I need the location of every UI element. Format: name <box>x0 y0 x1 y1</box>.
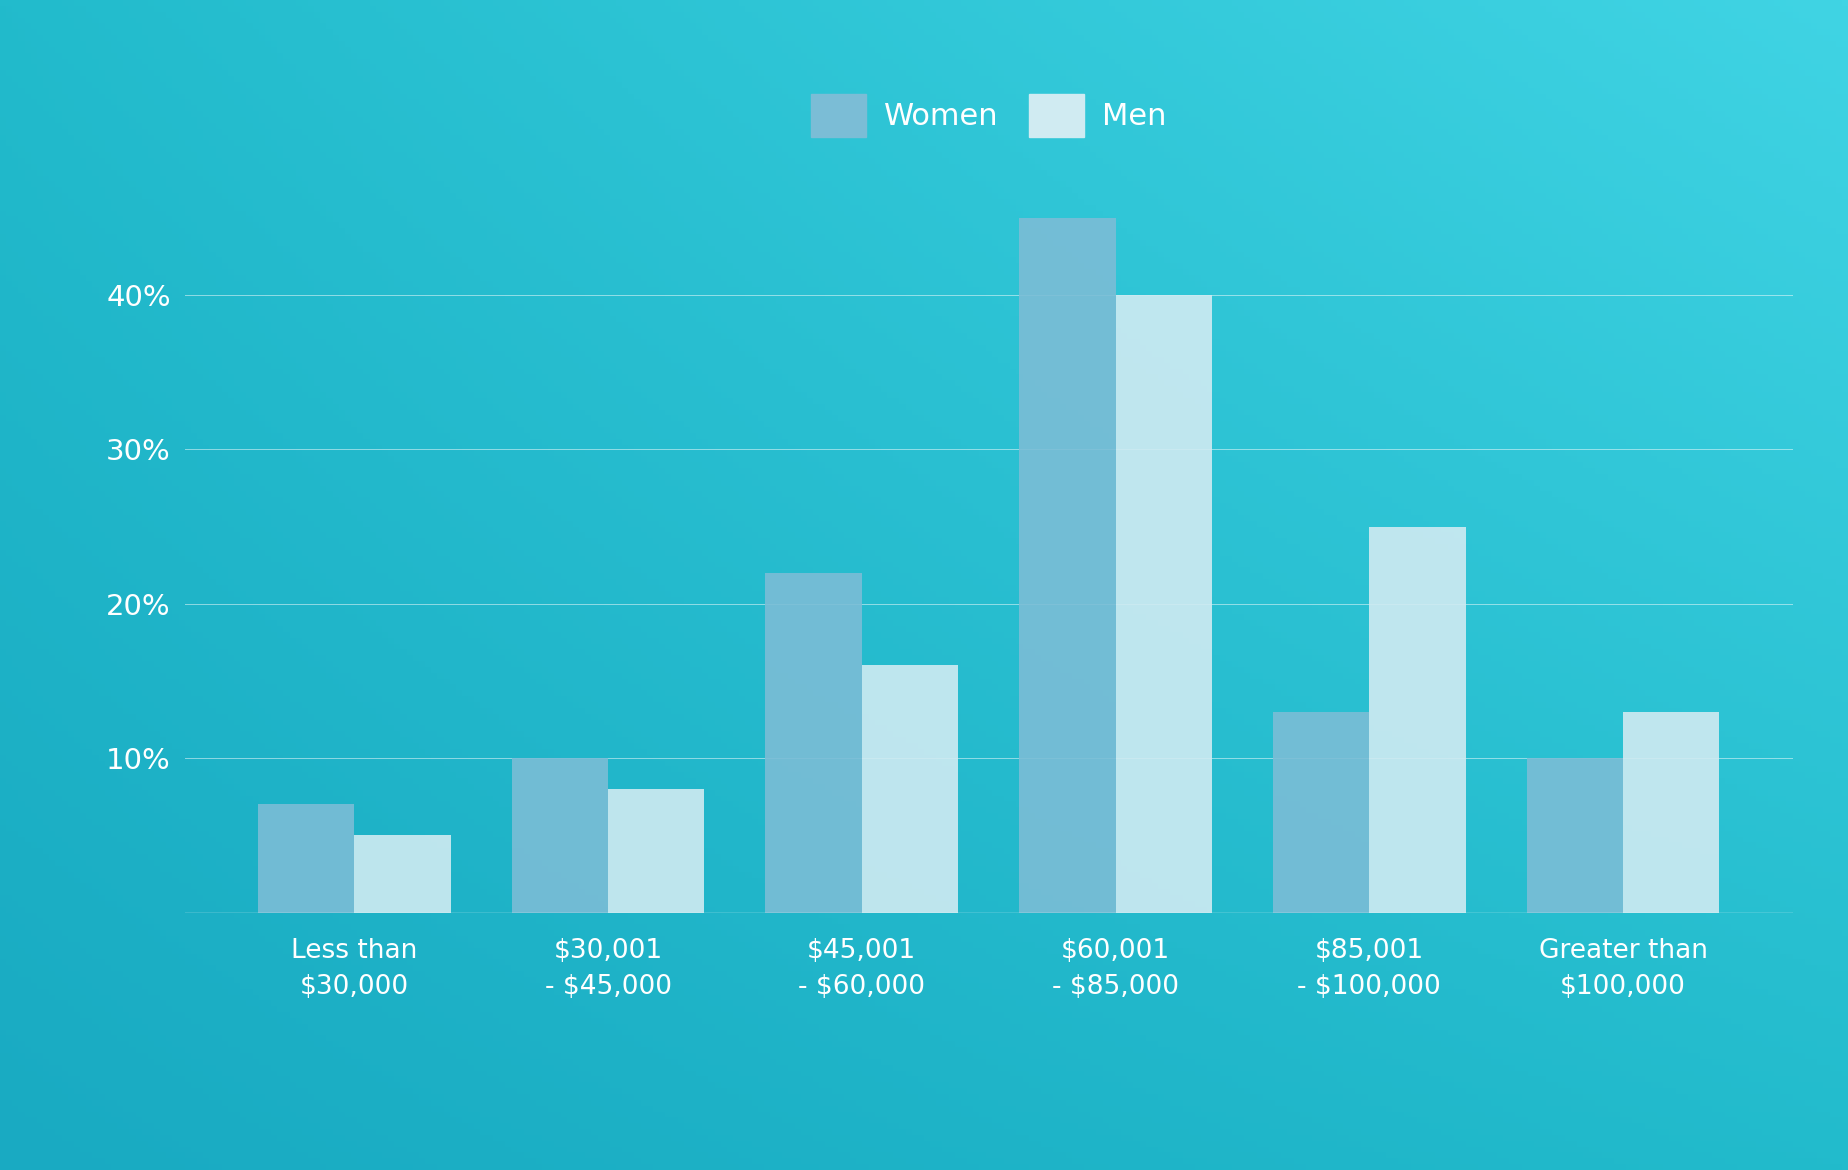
Bar <box>1623 711 1719 913</box>
Bar <box>861 666 959 913</box>
Bar <box>259 805 355 913</box>
Legend: Women, Men: Women, Men <box>795 78 1183 152</box>
Bar <box>608 789 704 913</box>
Bar <box>355 835 451 913</box>
Bar <box>765 573 861 913</box>
Bar <box>1018 218 1116 913</box>
Bar <box>1116 295 1212 913</box>
Bar <box>1273 711 1369 913</box>
Bar <box>1369 526 1465 913</box>
Bar <box>512 758 608 913</box>
Bar <box>1526 758 1623 913</box>
